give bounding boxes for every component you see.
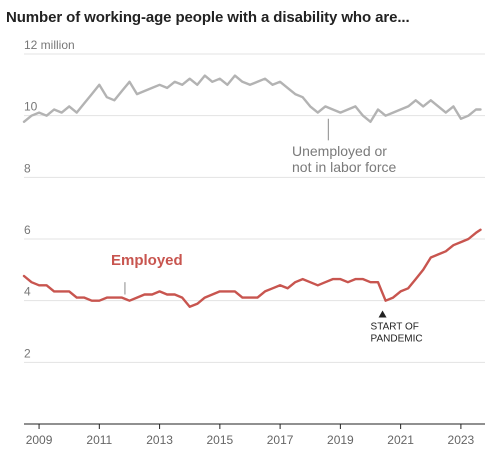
- series-line-employed: [22, 228, 482, 308]
- x-tick-label: 2011: [86, 433, 112, 447]
- series-label-unemployed-line1: Unemployed or: [292, 143, 387, 159]
- x-tick-label: 2015: [206, 433, 233, 447]
- x-tick-label: 2021: [387, 433, 414, 447]
- pandemic-marker-triangle: [378, 310, 387, 318]
- x-tick-label: 2023: [448, 433, 475, 447]
- y-tick-label: 6: [24, 223, 31, 237]
- series-label-employed: Employed: [111, 252, 183, 269]
- y-tick-label: 12 million: [24, 38, 75, 52]
- x-tick-label: 2013: [146, 433, 173, 447]
- chart-title: Number of working-age people with a disa…: [6, 9, 410, 26]
- pandemic-label-line1: START OF: [371, 321, 419, 332]
- series-line-unemployed: [22, 74, 482, 123]
- y-tick-label: 10: [24, 100, 38, 114]
- y-tick-label: 8: [24, 161, 31, 175]
- x-tick-label: 2019: [327, 433, 354, 447]
- y-tick-label: 2: [24, 346, 31, 360]
- x-tick-label: 2009: [26, 433, 53, 447]
- x-tick-label: 2017: [267, 433, 294, 447]
- series-label-unemployed-line2: not in labor force: [292, 159, 396, 175]
- pandemic-label-line2: PANDEMIC: [371, 333, 423, 344]
- y-tick-label: 4: [24, 285, 31, 299]
